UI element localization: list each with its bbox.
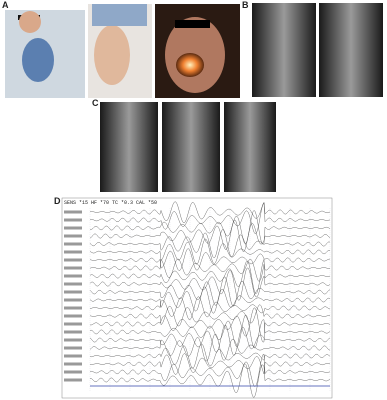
eeg-trace — [89, 201, 331, 224]
eeg-trace — [89, 353, 331, 387]
channel-label — [64, 378, 82, 382]
channel-label — [64, 266, 82, 270]
eeg-trace — [89, 201, 331, 234]
eeg-trace — [89, 296, 331, 320]
channel-label — [64, 322, 82, 326]
channel-label — [64, 354, 82, 358]
channel-label — [64, 346, 82, 350]
channel-label — [64, 250, 82, 254]
channel-label — [64, 274, 82, 278]
eeg-trace — [89, 258, 330, 282]
channel-label — [64, 338, 82, 342]
eeg-trace — [89, 353, 331, 375]
channel-label — [64, 234, 82, 238]
eeg-trace — [89, 304, 330, 327]
panel-label: C — [92, 98, 99, 108]
eeg-trace — [89, 343, 331, 369]
xray — [252, 3, 316, 97]
channel-label — [64, 290, 82, 294]
xray — [162, 102, 220, 192]
eeg-trace — [89, 259, 331, 294]
eeg-trace — [90, 363, 331, 398]
eeg-trace — [89, 238, 331, 265]
panel-label: A — [2, 0, 9, 10]
xray — [319, 3, 383, 97]
photo-subject — [92, 4, 147, 26]
photo-subject — [22, 38, 54, 82]
eeg-trace — [89, 286, 331, 314]
panel-label: B — [242, 0, 249, 10]
photo-subject — [176, 53, 204, 77]
channel-label — [64, 330, 82, 334]
channel-label — [64, 242, 82, 246]
channel-label — [64, 218, 82, 222]
photo-subject — [94, 25, 130, 85]
eeg-traces — [64, 201, 331, 398]
eeg-trace — [89, 248, 330, 271]
eeg-trace — [89, 333, 331, 362]
xray — [100, 102, 158, 192]
channel-label — [64, 370, 82, 374]
channel-label — [64, 210, 82, 214]
eeg-header: SENS *15 HF *70 TC *0.3 CAL *50 — [64, 200, 157, 206]
eye-mask — [175, 20, 210, 28]
channel-label — [64, 282, 82, 286]
eeg-trace — [89, 276, 331, 307]
xray — [224, 102, 276, 192]
panel-label: D — [54, 196, 61, 206]
channel-label — [64, 306, 82, 310]
photo-subject — [19, 11, 41, 33]
eeg-trace — [89, 267, 331, 301]
eeg-trace — [89, 307, 331, 343]
eeg-trace — [89, 314, 331, 349]
channel-label — [64, 298, 82, 302]
eeg-trace — [89, 210, 331, 245]
channel-label — [64, 226, 82, 230]
channel-label — [64, 314, 82, 318]
channel-label — [64, 258, 82, 262]
eeg-trace — [89, 324, 331, 356]
eeg-trace — [89, 219, 331, 252]
channel-label — [64, 362, 82, 366]
eeg-trace — [89, 229, 331, 259]
